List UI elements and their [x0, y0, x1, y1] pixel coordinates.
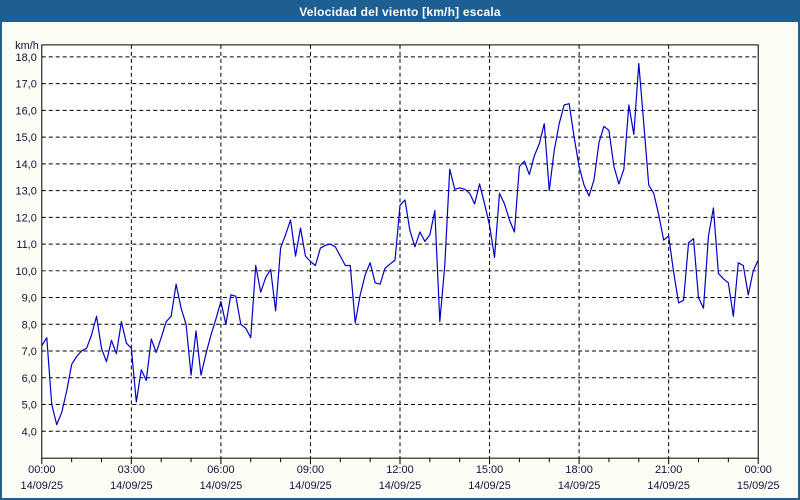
y-tick-label: 11,0: [16, 239, 36, 251]
y-tick-label: 16,0: [16, 105, 37, 117]
x-tick-time-label: 00:00: [745, 464, 772, 476]
x-tick-time-label: 21:00: [655, 464, 682, 476]
y-tick-label: 8,0: [22, 319, 37, 331]
x-tick-time-label: 15:00: [476, 464, 503, 476]
y-tick-label: 15,0: [16, 132, 37, 144]
chart-title-bar: Velocidad del viento [km/h] escala: [2, 2, 798, 22]
y-tick-label: 10,0: [16, 266, 37, 278]
x-tick-date-label: 14/09/25: [110, 480, 153, 492]
x-tick-date-label: 15/09/25: [737, 480, 780, 492]
x-tick-time-label: 00:00: [28, 464, 55, 476]
x-tick-time-label: 09:00: [297, 464, 324, 476]
x-tick-time-label: 03:00: [118, 464, 145, 476]
x-tick-time-label: 06:00: [207, 464, 234, 476]
x-tick-date-label: 14/09/25: [200, 480, 243, 492]
x-tick-time-label: 12:00: [386, 464, 413, 476]
y-axis-units-label: km/h: [15, 40, 39, 52]
x-tick-date-label: 14/09/25: [647, 480, 690, 492]
y-tick-label: 4,0: [22, 426, 37, 438]
x-tick-date-label: 14/09/25: [21, 480, 64, 492]
x-tick-date-label: 14/09/25: [558, 480, 601, 492]
y-tick-label: 7,0: [22, 346, 37, 358]
x-tick-time-label: 18:00: [565, 464, 592, 476]
y-tick-label: 5,0: [22, 400, 37, 412]
y-tick-label: 18,0: [16, 52, 37, 64]
y-tick-label: 6,0: [22, 373, 37, 385]
plot-border: [41, 44, 759, 459]
y-tick-label: 12,0: [16, 212, 37, 224]
y-tick-label: 9,0: [22, 293, 37, 305]
chart-canvas: 18,0 17,0 16,0 15,0 14,0 13,0 12,0 11,0 10,0 9,0 8…: [15, 40, 780, 492]
y-tick-label: 17,0: [16, 79, 37, 91]
wind-speed-chart: 18,0 17,0 16,0 15,0 14,0 13,0 12,0 11,0 10,0 9,0 8…: [2, 22, 798, 498]
x-tick-date-label: 14/09/25: [379, 480, 422, 492]
x-tick-date-label: 14/09/25: [468, 480, 511, 492]
y-tick-label: 13,0: [16, 186, 37, 198]
x-tick-date-label: 14/09/25: [289, 480, 332, 492]
wind-speed-line: [41, 62, 759, 426]
y-tick-label: 14,0: [16, 159, 37, 171]
